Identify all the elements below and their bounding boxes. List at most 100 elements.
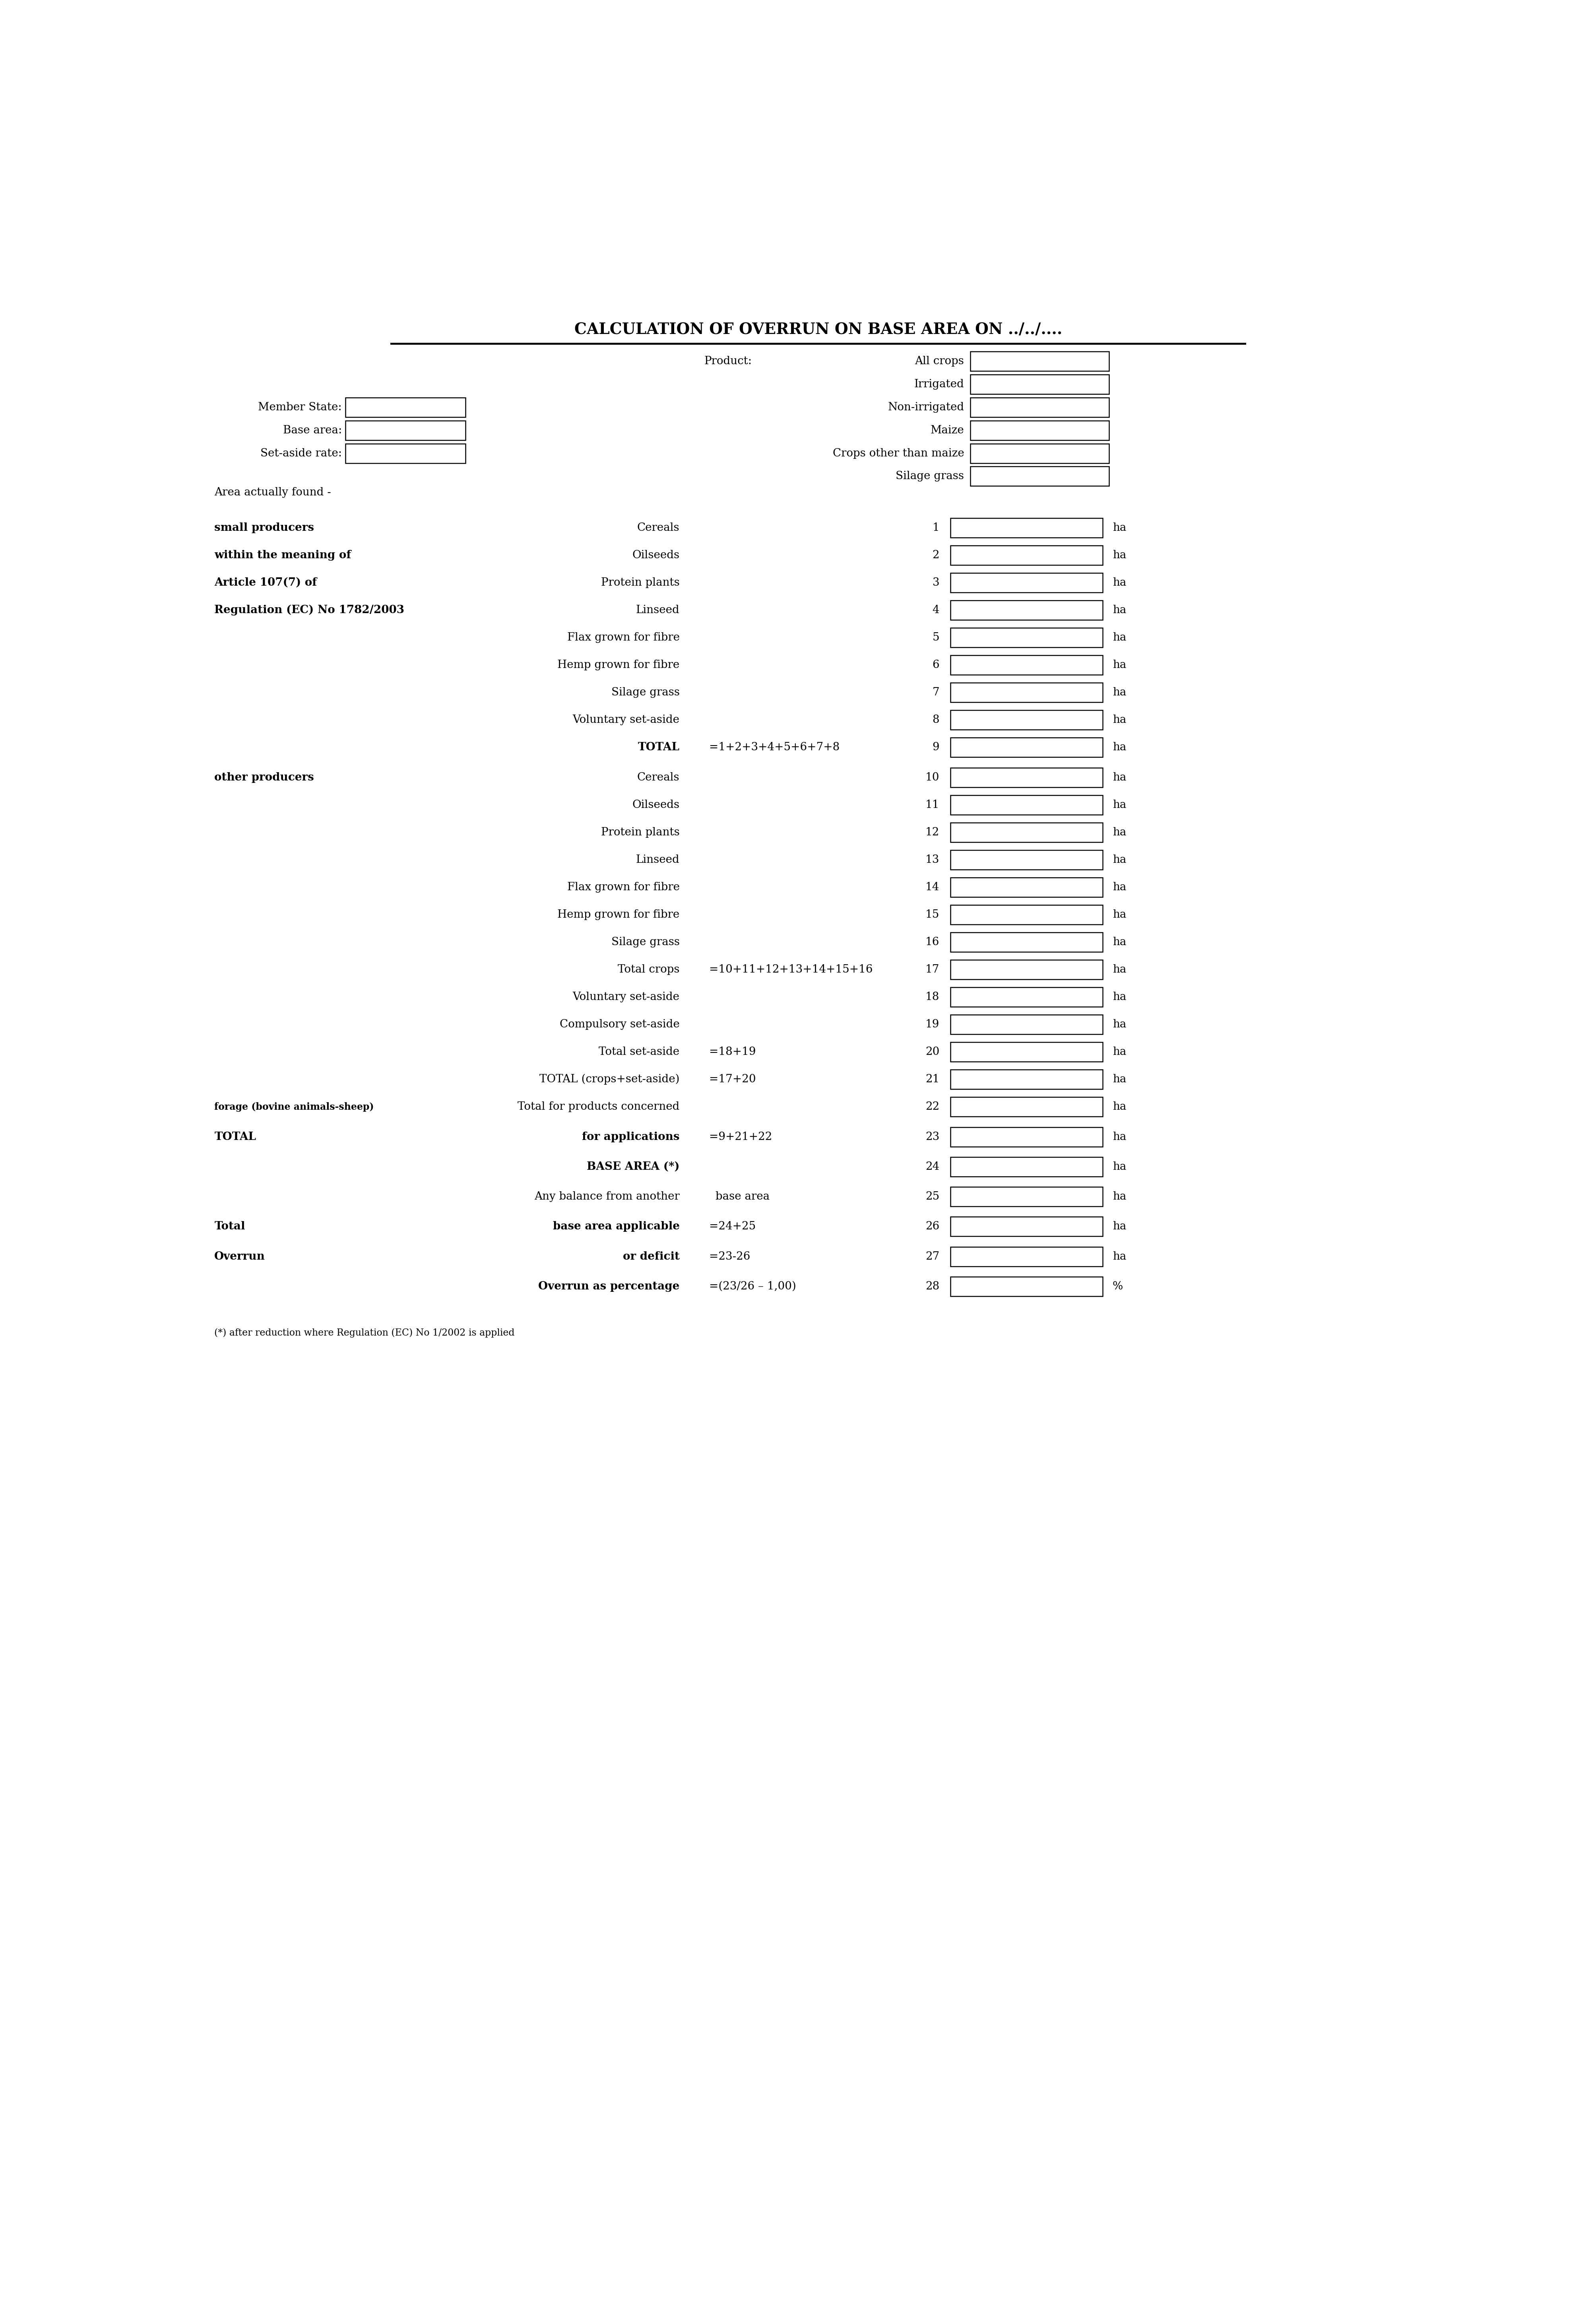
Text: Silage grass: Silage grass [895, 472, 964, 481]
Text: =24+25: =24+25 [709, 1222, 755, 1231]
Text: ha: ha [1112, 854, 1127, 865]
Text: ha: ha [1112, 550, 1127, 561]
Text: (*) after reduction where Regulation (EC) No 1/2002 is applied: (*) after reduction where Regulation (EC… [214, 1328, 514, 1337]
FancyBboxPatch shape [950, 932, 1103, 953]
Text: or deficit: or deficit [622, 1252, 680, 1261]
Text: Non-irrigated: Non-irrigated [887, 403, 964, 412]
FancyBboxPatch shape [950, 796, 1103, 815]
Text: Overrun as percentage: Overrun as percentage [538, 1282, 680, 1291]
Text: Flax grown for fibre: Flax grown for fibre [567, 633, 680, 642]
Text: Total set-aside: Total set-aside [598, 1047, 680, 1058]
Text: 19: 19 [926, 1019, 938, 1031]
Text: 18: 18 [926, 992, 938, 1003]
Text: TOTAL: TOTAL [214, 1132, 255, 1141]
Text: BASE AREA (*): BASE AREA (*) [587, 1162, 680, 1171]
FancyBboxPatch shape [950, 877, 1103, 897]
Text: 26: 26 [926, 1222, 938, 1231]
Text: Overrun: Overrun [214, 1252, 265, 1261]
FancyBboxPatch shape [950, 1042, 1103, 1061]
Text: Member State:: Member State: [259, 403, 342, 412]
Text: Voluntary set-aside: Voluntary set-aside [573, 992, 680, 1003]
FancyBboxPatch shape [950, 960, 1103, 980]
Text: TOTAL: TOTAL [638, 741, 680, 752]
Text: ha: ha [1112, 1102, 1127, 1111]
Text: ha: ha [1112, 522, 1127, 534]
FancyBboxPatch shape [345, 444, 466, 463]
Text: Oilseeds: Oilseeds [632, 550, 680, 561]
FancyBboxPatch shape [345, 398, 466, 416]
Text: Cereals: Cereals [637, 522, 680, 534]
Text: ha: ha [1112, 992, 1127, 1003]
Text: Total for products concerned: Total for products concerned [517, 1102, 680, 1111]
Text: other producers: other producers [214, 771, 314, 782]
Text: Protein plants: Protein plants [600, 826, 680, 838]
FancyBboxPatch shape [950, 518, 1103, 538]
FancyBboxPatch shape [950, 573, 1103, 591]
FancyBboxPatch shape [950, 1217, 1103, 1236]
Text: ha: ha [1112, 741, 1127, 752]
FancyBboxPatch shape [970, 467, 1109, 486]
Text: 8: 8 [932, 716, 938, 725]
Text: 23: 23 [926, 1132, 938, 1141]
Text: Maize: Maize [930, 426, 964, 435]
Text: All crops: All crops [915, 357, 964, 366]
Text: Silage grass: Silage grass [611, 688, 680, 697]
Text: 4: 4 [932, 605, 938, 614]
Text: Crops other than maize: Crops other than maize [833, 449, 964, 458]
Text: ha: ha [1112, 909, 1127, 920]
Text: 9: 9 [932, 741, 938, 752]
Text: for applications: for applications [583, 1132, 680, 1141]
Text: 21: 21 [926, 1075, 938, 1084]
FancyBboxPatch shape [950, 1277, 1103, 1295]
Text: 22: 22 [926, 1102, 938, 1111]
Text: =1+2+3+4+5+6+7+8: =1+2+3+4+5+6+7+8 [709, 741, 839, 752]
Text: 1: 1 [932, 522, 938, 534]
Text: 13: 13 [926, 854, 938, 865]
FancyBboxPatch shape [950, 1247, 1103, 1266]
Text: Article 107(7) of: Article 107(7) of [214, 578, 318, 589]
FancyBboxPatch shape [950, 821, 1103, 842]
Text: Flax grown for fibre: Flax grown for fibre [567, 881, 680, 893]
Text: ha: ha [1112, 1132, 1127, 1141]
Text: 7: 7 [932, 688, 938, 697]
Text: small producers: small producers [214, 522, 314, 534]
Text: ha: ha [1112, 798, 1127, 810]
Text: 17: 17 [926, 964, 938, 976]
Text: =10+11+12+13+14+15+16: =10+11+12+13+14+15+16 [709, 964, 873, 976]
Text: Hemp grown for fibre: Hemp grown for fibre [557, 909, 680, 920]
FancyBboxPatch shape [970, 375, 1109, 393]
Text: ha: ha [1112, 937, 1127, 948]
Text: 15: 15 [926, 909, 938, 920]
Text: 6: 6 [932, 660, 938, 670]
Text: Product:: Product: [704, 357, 752, 366]
Text: TOTAL (crops+set-aside): TOTAL (crops+set-aside) [539, 1075, 680, 1084]
Text: Total: Total [214, 1222, 246, 1231]
FancyBboxPatch shape [950, 739, 1103, 757]
Text: =23-26: =23-26 [709, 1252, 750, 1261]
Text: Linseed: Linseed [635, 605, 680, 614]
Text: 16: 16 [926, 937, 938, 948]
Text: ha: ha [1112, 771, 1127, 782]
Text: Regulation (EC) No 1782/2003: Regulation (EC) No 1782/2003 [214, 605, 404, 617]
FancyBboxPatch shape [950, 628, 1103, 647]
Text: ha: ha [1112, 1192, 1127, 1201]
Text: ha: ha [1112, 633, 1127, 642]
Text: ha: ha [1112, 1252, 1127, 1261]
FancyBboxPatch shape [950, 601, 1103, 619]
Text: 12: 12 [926, 826, 938, 838]
Text: Silage grass: Silage grass [611, 937, 680, 948]
Text: ha: ha [1112, 1019, 1127, 1031]
FancyBboxPatch shape [345, 421, 466, 439]
Text: CALCULATION OF OVERRUN ON BASE AREA ON ../../....: CALCULATION OF OVERRUN ON BASE AREA ON .… [575, 322, 1061, 338]
FancyBboxPatch shape [950, 1127, 1103, 1146]
FancyBboxPatch shape [970, 444, 1109, 463]
Text: Total crops: Total crops [618, 964, 680, 976]
Text: Hemp grown for fibre: Hemp grown for fibre [557, 660, 680, 670]
FancyBboxPatch shape [950, 683, 1103, 702]
Text: 10: 10 [926, 771, 938, 782]
Text: Area actually found -: Area actually found - [214, 488, 330, 497]
Text: ha: ha [1112, 578, 1127, 589]
Text: %: % [1112, 1282, 1122, 1291]
FancyBboxPatch shape [950, 1015, 1103, 1033]
Text: ha: ha [1112, 716, 1127, 725]
